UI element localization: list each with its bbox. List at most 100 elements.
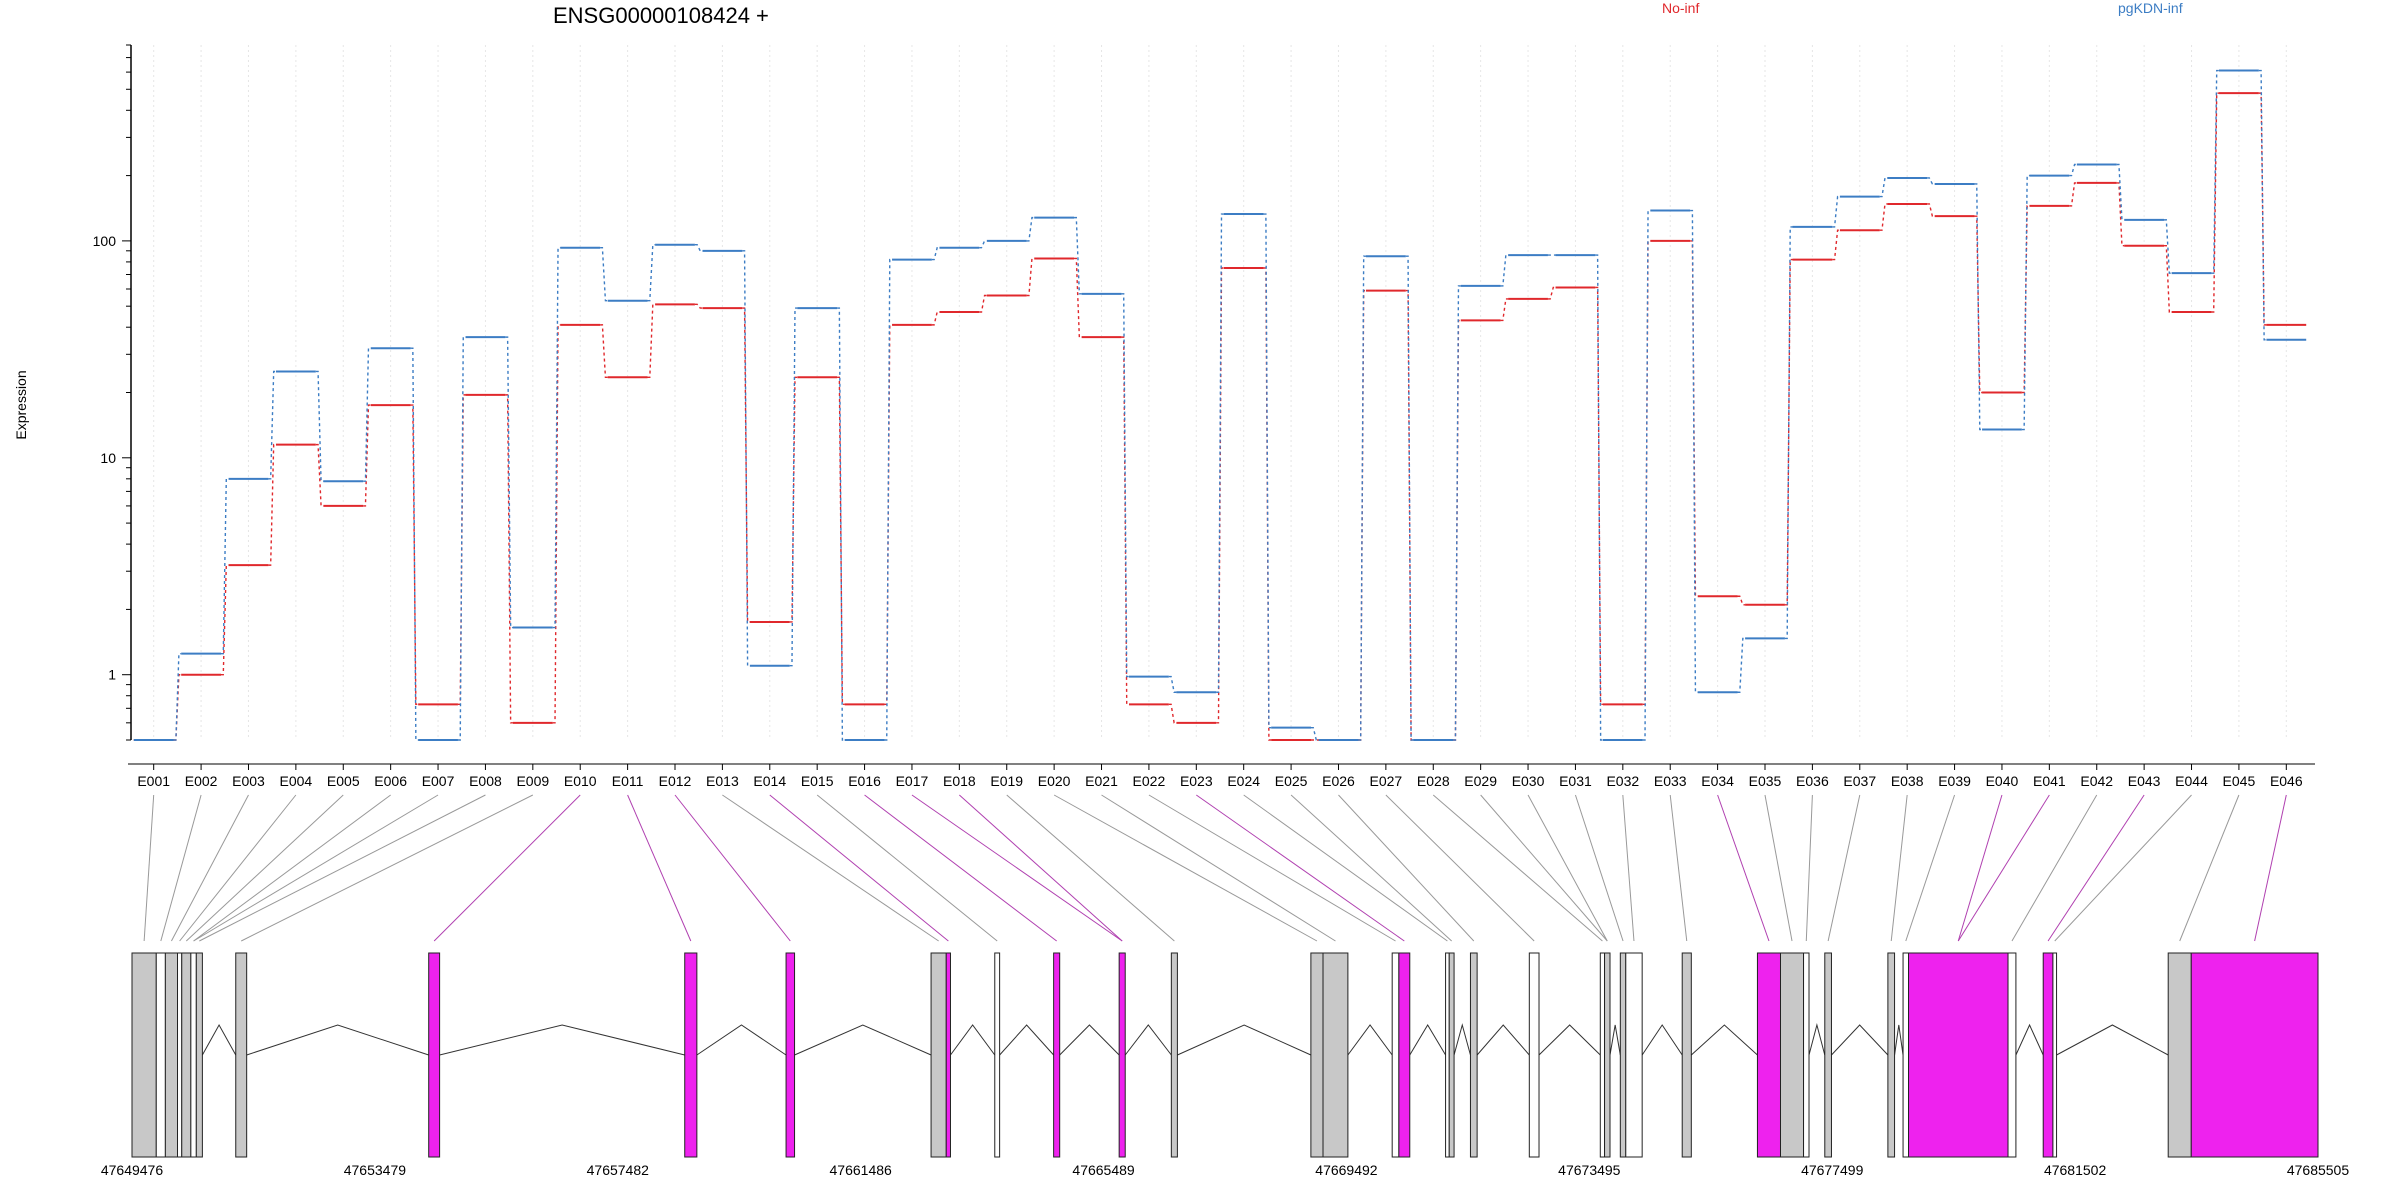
series-connector [552,324,561,724]
exon-connector [1480,794,1608,942]
series-connector [1500,298,1509,322]
x-tick-labels: E001 E002 E003 E004 E005 E006 E007 E008 E009 E010… [137,764,2303,789]
series-connector [1642,240,1651,706]
exon-connector [433,794,581,942]
series-connector [1310,726,1319,741]
exon-highlighted [684,952,698,1158]
exon-connector [769,794,949,942]
exon [1803,952,1810,1158]
exon-connector [240,794,534,942]
series-connector [1074,257,1082,338]
series-connector [505,394,513,724]
exon-connector [1574,794,1624,942]
series-connector [1737,595,1746,606]
x-tick-label: E039 [1938,773,1971,789]
exon-highlighted [1398,952,1411,1158]
series-connector [410,404,419,706]
exon [1310,952,1324,1158]
gene-model [131,952,2319,1158]
series-connector [1832,195,1840,228]
x-tick-label: E016 [848,773,881,789]
exon-connector [959,794,1123,942]
x-tick-label: E025 [1275,773,1308,789]
exon [177,952,183,1158]
x-tick-label: E041 [2033,773,2066,789]
x-tick-label: E021 [1085,773,1118,789]
series-connector [742,250,750,667]
series-connector [2211,92,2220,313]
intron-line [1609,1024,1621,1056]
series-connector [1690,240,1698,597]
exon [1469,952,1478,1158]
coordinate-label: 47657482 [587,1162,650,1178]
x-tick-label: E010 [564,773,597,789]
intron-line [696,1024,787,1056]
series-connector [1216,213,1224,693]
series-connector [2069,182,2077,207]
series-connector [1358,289,1366,741]
x-tick-label: E043 [2128,773,2161,789]
series-connector [1927,177,1935,185]
x-tick-label: E004 [280,773,313,789]
coordinate-label: 47673495 [1558,1162,1621,1178]
series-connector [837,376,845,706]
x-tick-label: E036 [1796,773,1829,789]
series-connector [979,294,987,313]
series-connector [742,307,750,623]
series-connector [220,564,229,676]
exon [195,952,203,1158]
series-connector [789,307,798,667]
exon [1625,952,1643,1158]
series-connector [1784,226,1793,640]
intron-line [950,1024,996,1056]
genomic-coordinates: 47649476 47653479 47657482 47661486 47665489… [101,1162,2350,1178]
exon [1779,952,1805,1158]
x-tick-label: E034 [1701,773,1734,789]
exon [131,952,157,1158]
series-connector [1026,257,1035,297]
exon-connector [1243,794,1448,942]
exon [1824,952,1832,1158]
intron-line [2015,1023,2044,1056]
exon [1681,952,1692,1158]
series-connector [1595,254,1603,741]
x-tick-label: E024 [1227,773,1260,789]
exon-connector [1385,794,1535,942]
series-connector [600,247,608,302]
series-connector [1879,203,1888,231]
series-connector [2116,163,2125,221]
exon-connector [1290,794,1452,942]
exon [994,952,1001,1158]
intron-line [1476,1024,1530,1056]
series-connector [1168,703,1177,724]
exon [1170,952,1178,1158]
series-connector [600,324,608,379]
x-tick-label: E019 [990,773,1023,789]
exon-connector [1006,794,1175,942]
series-connector [1690,209,1698,693]
exon-connector [911,794,1123,942]
series-connector [2211,69,2220,274]
series-connector [2021,205,2030,394]
exon-connector [160,794,202,942]
series-connector [979,240,987,249]
series-connector [173,652,182,741]
series-connector [931,311,940,326]
exon-connector [179,794,297,942]
intron-line [1347,1024,1393,1056]
series-connector [1168,675,1177,693]
intron-line [1538,1024,1601,1056]
intron-line [1059,1024,1120,1056]
exon-highlighted [2042,952,2054,1158]
series-connector [1121,336,1130,706]
exon-connector [1669,794,1688,942]
series-connector [1974,183,1983,431]
x-tick-label: E001 [137,773,170,789]
series-connector [2021,174,2030,431]
exon [1887,952,1896,1158]
series-connector [1737,637,1746,693]
coordinate-label: 47649476 [101,1162,164,1178]
x-tick-label: E032 [1606,773,1639,789]
exon-connector [1101,794,1336,942]
